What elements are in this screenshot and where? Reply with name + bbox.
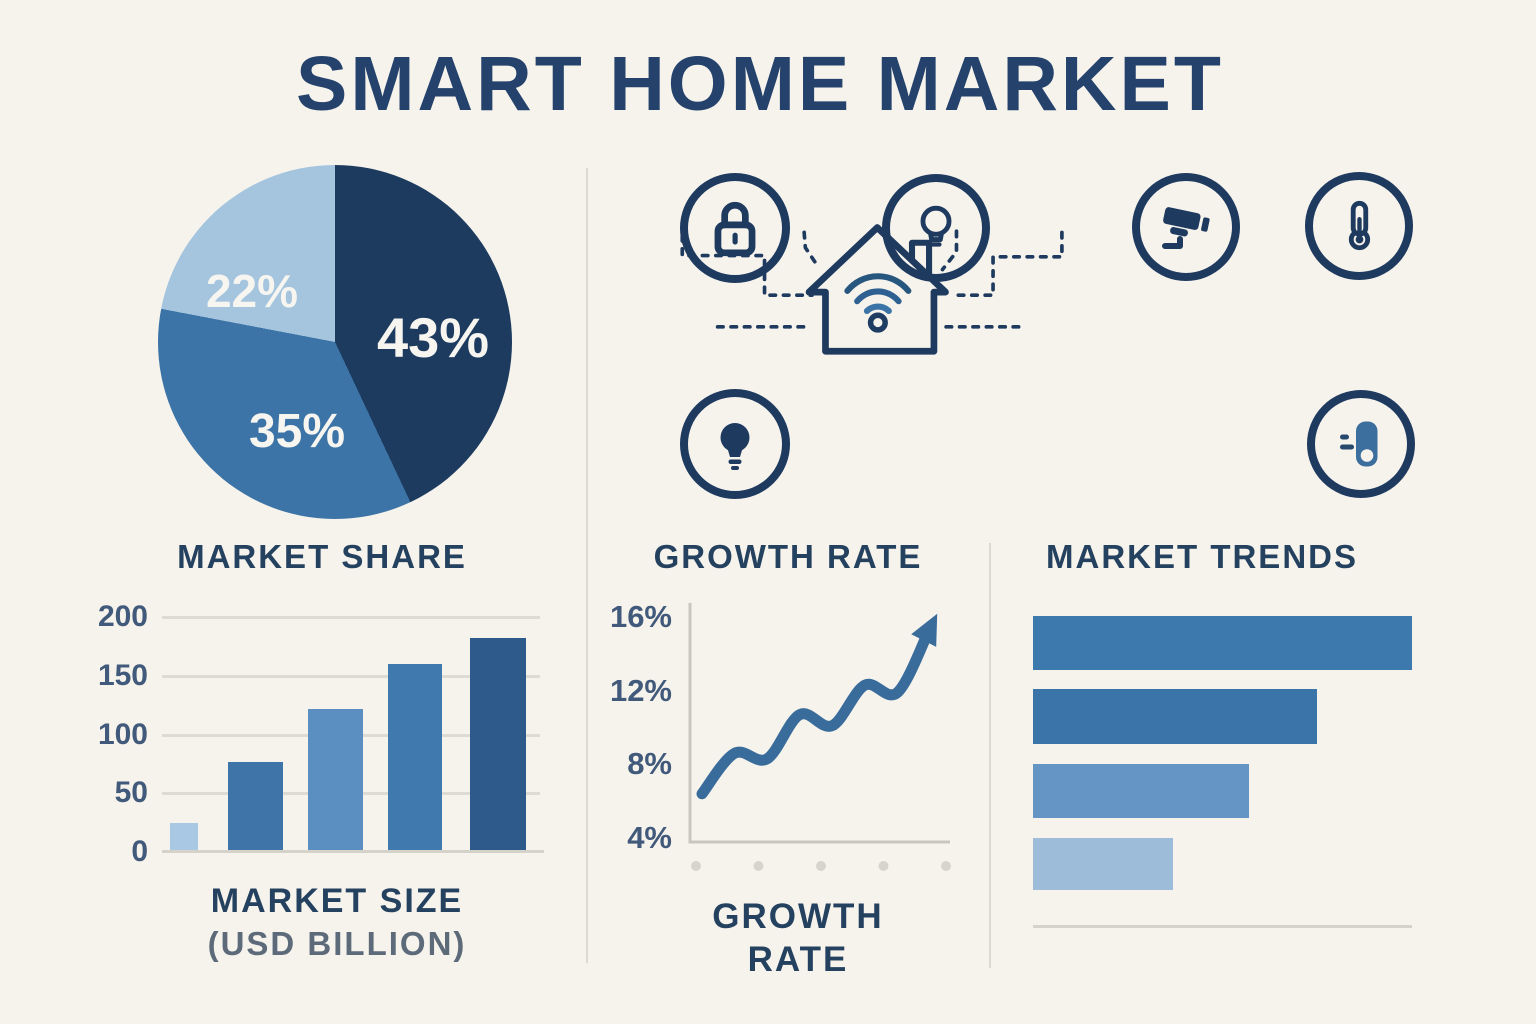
bulb-filled-badge xyxy=(680,389,790,499)
vertical-divider-left xyxy=(586,168,588,963)
growth-axis xyxy=(688,603,950,844)
y-axis-tick-label: 0 xyxy=(131,835,148,868)
bar xyxy=(170,823,198,852)
market-size-label: MARKET SIZE xyxy=(210,882,464,920)
bar xyxy=(308,709,363,852)
smart-plug-icon xyxy=(1340,421,1378,467)
thermometer-badge xyxy=(1305,172,1413,280)
pie-slice-label: 43% xyxy=(376,306,490,369)
wifi-icon xyxy=(844,273,912,333)
growth-rate-footer: GROWTH xyxy=(712,897,884,936)
y-axis-tick-label: 50 xyxy=(114,776,148,810)
thermometer-icon xyxy=(1348,200,1371,251)
y-axis-tick-label: 100 xyxy=(97,717,148,751)
page-title: SMART HOME MARKET xyxy=(296,41,1224,127)
growth-rate-heading: GROWTH RATE xyxy=(653,538,923,575)
x-axis-dot xyxy=(878,861,889,871)
bulb-filled-icon xyxy=(720,423,750,470)
growth-line xyxy=(696,622,936,800)
y-axis-tick-label: 16% xyxy=(609,599,672,634)
bulb-outline-badge xyxy=(882,174,990,282)
trend-bar xyxy=(1033,616,1412,670)
bar xyxy=(388,664,442,852)
growth-rate-footer: RATE xyxy=(747,940,849,979)
smart-plug-badge xyxy=(1307,390,1415,498)
market-size-unit-label: (USD BILLION) xyxy=(207,925,467,962)
market-trends-bar-chart xyxy=(1033,616,1412,896)
market-share-pie-chart xyxy=(158,165,512,519)
growth-rate-line-chart xyxy=(688,603,951,871)
bar xyxy=(470,638,526,852)
bar-chart-baseline xyxy=(162,850,544,853)
y-axis-tick-label: 150 xyxy=(97,658,148,692)
market-trends-heading: MARKET TRENDS xyxy=(1046,538,1358,575)
y-axis-tick-label: 8% xyxy=(627,746,672,782)
lock-icon xyxy=(714,201,756,257)
dashed-connectors xyxy=(680,229,1064,329)
gridline xyxy=(162,674,540,678)
cctv-camera-badge xyxy=(1132,173,1240,281)
market-share-heading: MARKET SHARE xyxy=(177,538,467,575)
market-size-bar-chart xyxy=(162,616,540,852)
y-axis-tick-label: 200 xyxy=(97,600,148,633)
vertical-divider-right xyxy=(989,543,991,968)
x-axis-dot xyxy=(753,861,764,871)
trend-bar xyxy=(1033,764,1249,818)
x-axis-dot xyxy=(691,861,701,871)
cctv-camera-icon xyxy=(1162,207,1210,249)
growth-arrowhead xyxy=(911,613,938,647)
x-axis-dot xyxy=(941,861,951,871)
y-axis-tick-label: 4% xyxy=(627,820,672,855)
trend-bar xyxy=(1033,689,1317,744)
trend-bar xyxy=(1033,838,1173,890)
lock-device-badge xyxy=(680,173,790,283)
x-axis-dot xyxy=(816,861,826,871)
gridline xyxy=(162,616,540,619)
pie-slice-label: 35% xyxy=(248,405,346,458)
trends-baseline xyxy=(1033,925,1412,928)
bar xyxy=(228,762,283,852)
pie-slice-label: 22% xyxy=(205,265,299,317)
y-axis-tick-label: 12% xyxy=(609,672,672,708)
bulb-outline-icon xyxy=(920,205,952,247)
